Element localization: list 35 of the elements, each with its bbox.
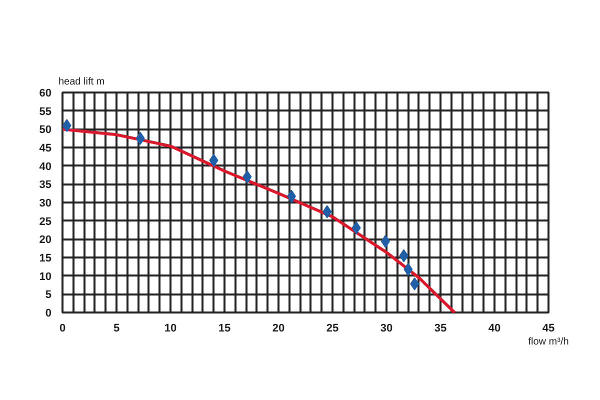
point: [322, 205, 332, 218]
y-tick-label: 30: [39, 198, 52, 210]
x-axis-title: flow m³/h: [528, 336, 569, 348]
y-tick-label: 40: [39, 160, 52, 173]
point: [242, 170, 252, 184]
point: [286, 190, 296, 203]
y-tick-label: 20: [39, 234, 52, 246]
y-tick-label: 35: [39, 179, 52, 192]
y-tick-label: 45: [39, 142, 52, 154]
y-tick-label: 50: [39, 124, 52, 136]
x-tick-label: 25: [326, 322, 339, 334]
x-tick-label: 5: [113, 322, 120, 334]
y-tick-label: 15: [39, 252, 52, 264]
point: [209, 154, 218, 167]
y-tick-label: 5: [45, 289, 52, 302]
x-tick-label: 40: [488, 322, 501, 334]
y-axis-title: head lift m: [58, 76, 105, 88]
point: [136, 132, 145, 145]
y-tick-label: 60: [39, 88, 52, 100]
y-tick-label: 10: [39, 270, 52, 283]
y-tick-label: 55: [39, 106, 52, 118]
x-tick-label: 30: [380, 322, 393, 334]
point: [410, 277, 420, 290]
x-tick-label: 20: [272, 322, 285, 334]
point: [404, 262, 413, 276]
y-tick-label: 25: [39, 216, 52, 228]
y-tick-label: 0: [45, 308, 52, 320]
point: [380, 234, 390, 248]
x-tick-label: 35: [434, 322, 447, 334]
x-tick-label: 45: [542, 322, 555, 334]
x-tick-label: 0: [59, 322, 66, 334]
point: [399, 249, 408, 262]
x-tick-label: 10: [164, 322, 177, 334]
point: [352, 221, 361, 234]
x-tick-label: 15: [218, 322, 231, 334]
